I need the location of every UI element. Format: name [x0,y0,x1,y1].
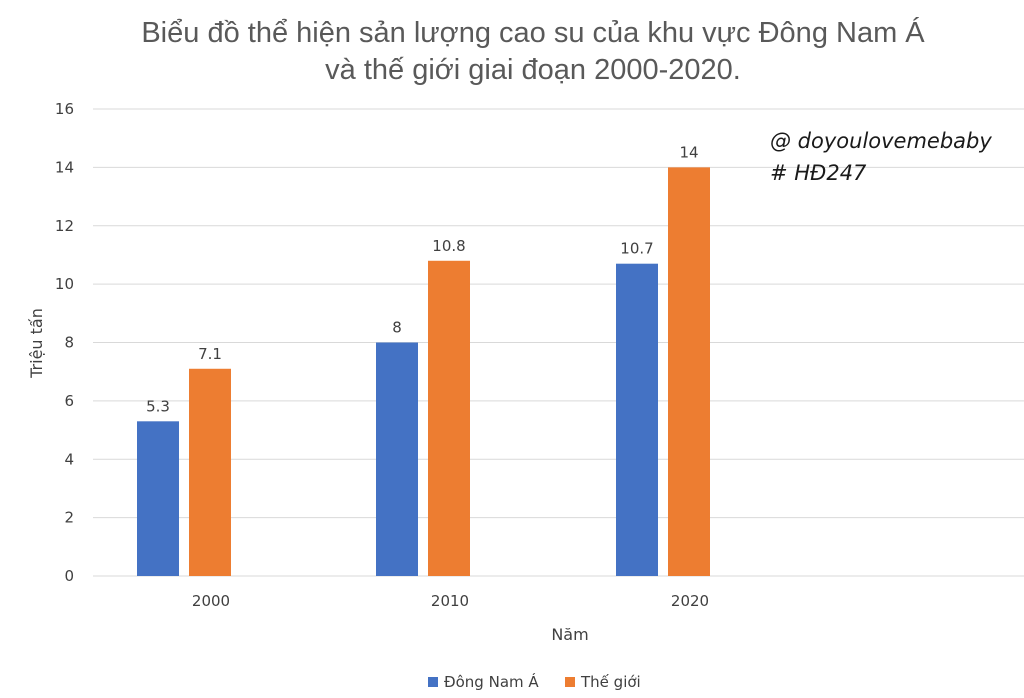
legend-swatch [428,677,438,687]
gridlines [93,108,1024,577]
y-tick-label: 0 [64,567,74,585]
data-label: 7.1 [198,345,222,363]
data-label: 8 [392,319,402,337]
bar-Đông Nam Á-2000 [137,421,179,576]
y-tick-label: 6 [64,392,74,410]
bar-Thế giới-2010 [428,260,470,576]
bar-Thế giới-2000 [189,368,231,576]
annotation-handle: @ doyoulovemebaby [770,129,992,153]
x-tick-label: 2000 [192,592,230,610]
y-tick-label: 2 [64,509,74,527]
data-label: 10.7 [620,240,653,258]
data-labels: 5.3 7.1 8 10.8 10.7 14 [146,143,698,415]
legend-swatch [565,677,575,687]
y-tick-label: 12 [55,217,74,235]
y-tick-label: 10 [55,275,74,293]
y-axis-label: Triệu tấn [27,308,46,379]
bar-Đông Nam Á-2020 [616,263,658,576]
x-tick-label: 2020 [671,592,709,610]
y-axis-ticks: 0 2 4 6 8 10 12 14 16 [55,100,74,585]
bar-Thế giới-2020 [668,167,710,576]
legend-label: Đông Nam Á [444,672,539,691]
chart-title-line-1: Biểu đồ thể hiện sản lượng cao su của kh… [141,16,925,49]
legend: Đông Nam Á Thế giới [428,672,641,691]
y-tick-label: 14 [55,158,74,176]
bars [137,167,710,576]
y-tick-label: 4 [64,450,74,468]
x-axis-ticks: 2000 2010 2020 [192,592,709,610]
annotation-tag: # HĐ247 [770,161,867,185]
x-tick-label: 2010 [431,592,469,610]
legend-label: Thế giới [580,673,641,691]
data-label: 10.8 [432,237,465,255]
bar-Đông Nam Á-2010 [376,342,418,576]
y-tick-label: 8 [64,334,74,352]
data-label: 5.3 [146,397,170,415]
y-tick-label: 16 [55,100,74,118]
chart-title-line-2: và thế giới giai đoạn 2000-2020. [325,54,741,86]
x-axis-label: Năm [551,625,588,644]
data-label: 14 [679,143,698,161]
